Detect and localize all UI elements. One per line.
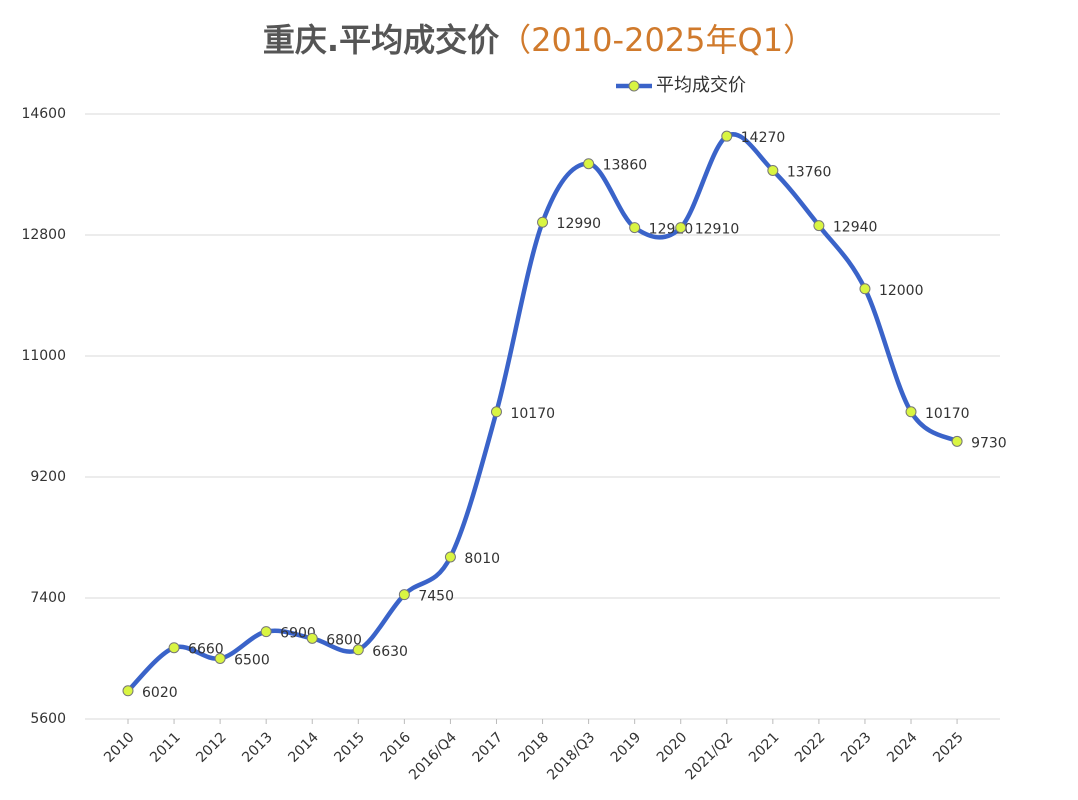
marker — [813, 220, 825, 232]
marker — [951, 435, 963, 447]
x-tick-label: 2012 — [193, 729, 230, 766]
y-tick-label: 11000 — [21, 348, 66, 364]
data-label: 9730 — [971, 435, 1007, 451]
y-tick-label: 14600 — [21, 106, 66, 122]
marker — [675, 222, 687, 234]
data-label: 12940 — [833, 220, 878, 236]
legend-marker — [628, 80, 640, 92]
data-label: 6800 — [326, 632, 362, 648]
x-tick-label: 2010 — [101, 729, 138, 766]
marker — [168, 642, 180, 654]
data-label: 14270 — [741, 130, 786, 146]
data-label: 6660 — [188, 642, 224, 658]
marker — [214, 653, 226, 664]
data-label: 12990 — [557, 216, 602, 232]
marker — [583, 158, 595, 170]
x-tick-label: 2021 — [746, 729, 783, 766]
marker — [352, 644, 364, 656]
x-tick-label: 2013 — [239, 729, 276, 766]
marker — [490, 406, 502, 418]
marker — [444, 551, 456, 563]
marker — [629, 222, 641, 234]
data-label: 6500 — [234, 653, 270, 669]
data-label: 12910 — [649, 222, 694, 238]
x-tick-label: 2015 — [331, 729, 368, 766]
data-label: 13860 — [603, 158, 648, 174]
marker — [537, 216, 549, 228]
x-tick-label: 2018/Q3 — [544, 729, 598, 783]
x-tick-label: 2025 — [930, 729, 967, 766]
x-tick-label: 2021/Q2 — [682, 729, 736, 783]
marker — [859, 283, 871, 295]
title-main: 重庆.平均成交价 — [263, 21, 499, 59]
x-tick-label: 2019 — [608, 729, 645, 766]
data-label: 7450 — [418, 589, 454, 605]
title-sub: （2010-2025年Q1） — [499, 21, 815, 59]
data-label: 6020 — [142, 685, 178, 701]
x-tick-label: 2020 — [654, 729, 691, 766]
marker — [122, 685, 134, 697]
chart-title: 重庆.平均成交价（2010-2025年Q1） — [263, 21, 815, 59]
data-label: 6630 — [372, 644, 408, 660]
x-tick-label: 2011 — [147, 729, 184, 766]
x-tick-label: 2016/Q4 — [406, 729, 460, 783]
marker — [398, 589, 410, 601]
x-tick-label: 2023 — [838, 729, 875, 766]
data-label: 10170 — [510, 406, 555, 422]
x-tick-label: 2022 — [792, 729, 829, 766]
data-label: 8010 — [464, 551, 500, 567]
marker — [260, 626, 272, 638]
data-label: 13760 — [787, 164, 832, 180]
data-label: 10170 — [925, 406, 970, 422]
data-label: 12000 — [879, 283, 924, 299]
y-tick-label: 9200 — [30, 469, 66, 485]
marker — [767, 164, 779, 176]
x-tick-label: 2017 — [470, 729, 507, 766]
marker — [721, 130, 733, 142]
x-tick-label: 2018 — [516, 729, 553, 766]
legend-label: 平均成交价 — [656, 75, 746, 96]
data-label: 12910 — [695, 222, 740, 238]
y-tick-label: 12800 — [21, 227, 66, 243]
y-tick-label: 5600 — [30, 711, 66, 727]
x-tick-label: 2016 — [378, 729, 415, 766]
marker — [905, 406, 917, 418]
x-tick-label: 2014 — [285, 729, 322, 766]
x-tick-label: 2024 — [884, 729, 921, 766]
marker — [306, 632, 318, 644]
y-tick-label: 7400 — [30, 590, 66, 606]
